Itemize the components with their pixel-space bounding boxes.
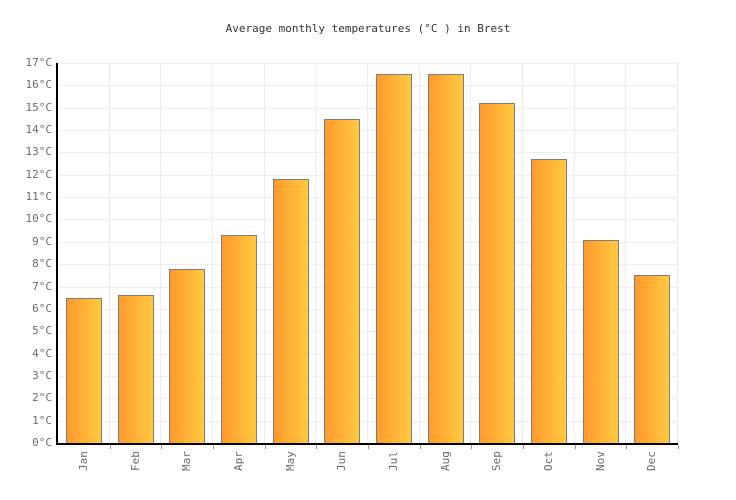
gridline-horizontal [58, 174, 678, 176]
gridline-horizontal [58, 85, 678, 87]
y-axis-tick-label: 14°C [25, 123, 53, 137]
bar-aug [427, 74, 464, 443]
gridline-horizontal [58, 63, 678, 64]
gridline-vertical [367, 63, 368, 443]
y-axis-tick-label: 0°C [32, 436, 52, 449]
y-axis-tick-label: 6°C [32, 301, 52, 315]
x-axis-tick-label: Mar [180, 451, 194, 471]
x-axis-tick [419, 445, 421, 449]
y-axis-tick-label: 3°C [32, 368, 52, 382]
x-axis-tick-label: Apr [231, 451, 245, 471]
x-axis-labels: Jan Feb Mar Apr May Jun Jul Aug Sep Oct Nov Dec [0, 445, 736, 500]
gridline-horizontal [58, 219, 678, 221]
x-axis-tick [161, 445, 163, 449]
bar-jun [324, 118, 361, 443]
gridline-vertical [108, 63, 110, 443]
y-axis-labels: 0°C 1°C 2°C 3°C 4°C 5°C 6°C 7°C 8°C 9°C 10°C 11°C 12… [0, 56, 53, 449]
x-axis-tick-label: Oct [541, 451, 555, 471]
gridline-horizontal [58, 130, 678, 132]
x-axis-tick-label: Jun [335, 451, 349, 471]
x-axis-tick [523, 445, 524, 449]
x-axis-tick [471, 445, 473, 449]
gridline-vertical [160, 63, 162, 443]
x-axis-tick-label: Feb [128, 451, 142, 471]
x-axis-tick-label: Jan [76, 451, 90, 471]
gridline-horizontal [58, 152, 678, 154]
y-axis-tick-label: 9°C [32, 234, 52, 248]
y-axis-tick-label: 8°C [32, 257, 52, 271]
bar-may [272, 179, 309, 443]
y-axis-tick-label: 7°C [32, 279, 52, 293]
gridline-vertical [625, 63, 627, 443]
gridline-vertical [212, 63, 213, 443]
bar-mar [169, 268, 206, 443]
y-axis-tick-label: 5°C [32, 324, 52, 338]
gridline-horizontal [58, 286, 678, 288]
gridline-horizontal [58, 375, 678, 377]
gridline-horizontal [58, 308, 678, 310]
x-axis-tick-label: Dec [645, 451, 659, 471]
gridline-vertical [677, 63, 678, 443]
gridline-horizontal [58, 331, 678, 333]
y-axis-tick-label: 12°C [25, 167, 53, 181]
y-axis-tick-label: 2°C [32, 391, 52, 405]
x-axis-tick-label: Jul [386, 451, 400, 471]
x-axis-tick [368, 445, 369, 449]
x-axis-tick [109, 445, 111, 449]
gridline-vertical [470, 63, 472, 443]
y-axis-tick-label: 17°C [25, 56, 53, 69]
bar-apr [220, 235, 257, 443]
gridline-vertical [263, 63, 265, 443]
y-axis-tick-label: 11°C [25, 190, 53, 204]
y-axis-tick-label: 10°C [25, 212, 53, 226]
gridline-horizontal [58, 107, 678, 109]
y-axis-tick-label: 15°C [25, 100, 53, 114]
gridline-vertical [315, 63, 317, 443]
x-axis-tick-label: Aug [438, 451, 452, 471]
gridline-horizontal [58, 420, 678, 422]
y-axis-tick-label: 1°C [32, 413, 52, 427]
x-axis-tick [574, 445, 576, 449]
x-axis-tick [316, 445, 318, 449]
gridline-horizontal [58, 241, 678, 243]
y-axis-tick-label: 13°C [25, 145, 53, 159]
plot-area [56, 63, 678, 445]
x-axis-tick [626, 445, 628, 449]
y-axis-tick-label: 4°C [32, 346, 52, 360]
y-axis-tick-label: 16°C [25, 78, 53, 92]
gridline-vertical [418, 63, 420, 443]
gridline-vertical [522, 63, 523, 443]
bar-feb [117, 295, 154, 443]
bar-jan [65, 297, 102, 443]
x-axis-tick [264, 445, 266, 449]
x-axis-tick-label: Nov [593, 451, 607, 471]
bar-nov [582, 239, 619, 443]
x-axis-tick-label: Sep [490, 451, 504, 471]
bar-dec [634, 275, 671, 443]
gridline-horizontal [58, 264, 678, 266]
x-axis-tick [678, 445, 679, 449]
gridline-horizontal [58, 353, 678, 355]
gridline-vertical [573, 63, 575, 443]
bar-sep [479, 103, 516, 443]
chart-title: Average monthly temperatures (°C ) in Br… [225, 22, 511, 35]
bar-oct [530, 159, 567, 443]
gridline-horizontal [58, 197, 678, 199]
bar-jul [375, 74, 412, 443]
x-axis-tick [213, 445, 214, 449]
x-axis-tick-label: May [283, 451, 297, 471]
gridline-horizontal [58, 398, 678, 400]
